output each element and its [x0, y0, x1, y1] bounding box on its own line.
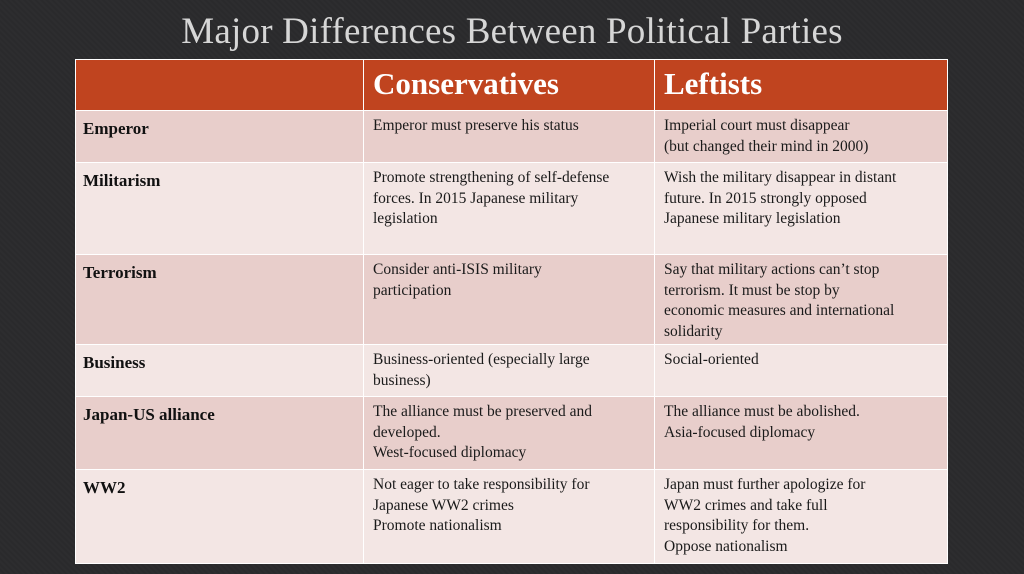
cell-line: West-focused diplomacy: [373, 444, 527, 461]
cell-line: economic measures and international: [664, 302, 895, 319]
conservatives-cell: Consider anti-ISIS military participatio…: [363, 254, 655, 345]
row-label: Japan-US alliance: [75, 396, 364, 470]
cell-line: Japan must further apologize for: [664, 476, 866, 493]
cell-line: Consider anti-ISIS military: [373, 261, 542, 278]
cell-line: future. In 2015 strongly opposed: [664, 189, 867, 207]
row-label: WW2: [75, 469, 364, 564]
cell-line: Wish the military disappear in distant: [664, 169, 897, 186]
header-empty-cell: [75, 59, 364, 111]
table-row-emperor: Emperor Emperor must preserve his status…: [75, 110, 948, 163]
cell-line: Imperial court must disappear: [664, 117, 850, 134]
cell-line: solidarity: [664, 322, 723, 340]
table-row-militarism: Militarism Promote strengthening of self…: [75, 162, 948, 255]
leftists-cell: Japan must further apologize for WW2 cri…: [654, 469, 948, 564]
cell-line: Oppose nationalism: [664, 537, 788, 555]
cell-line: forces. In 2015 Japanese military: [373, 189, 579, 207]
table-row-japan-us-alliance: Japan-US alliance The alliance must be p…: [75, 396, 948, 470]
cell-line: developed.: [373, 423, 441, 441]
cell-line: Say that military actions can’t stop: [664, 261, 880, 278]
cell-line: Japanese WW2 crimes: [373, 496, 514, 514]
cell-line: Emperor must preserve his status: [373, 117, 579, 134]
cell-line: Promote strengthening of self-defense: [373, 169, 610, 186]
header-conservatives: Conservatives: [363, 59, 655, 111]
cell-line: legislation: [373, 210, 438, 227]
cell-line: WW2 crimes and take full: [664, 496, 828, 514]
leftists-cell: Imperial court must disappear (but chang…: [654, 110, 948, 163]
leftists-cell: Social-oriented: [654, 344, 948, 397]
cell-line: responsibility for them.: [664, 517, 810, 534]
slide-title: Major Differences Between Political Part…: [181, 11, 843, 52]
conservatives-cell: Promote strengthening of self-defense fo…: [363, 162, 655, 255]
cell-line: Asia-focused diplomacy: [664, 423, 816, 441]
cell-line: The alliance must be preserved and: [373, 403, 593, 420]
table-header-row: Conservatives Leftists: [75, 59, 948, 111]
cell-line: Business-oriented (especially large: [373, 351, 590, 368]
row-label: Militarism: [75, 162, 364, 255]
cell-line: business): [373, 371, 431, 389]
conservatives-cell: Emperor must preserve his status: [363, 110, 655, 163]
cell-line: Promote nationalism: [373, 517, 502, 534]
table-row-terrorism: Terrorism Consider anti-ISIS military pa…: [75, 254, 948, 345]
cell-line: (but changed their mind in 2000): [664, 137, 869, 155]
row-label: Terrorism: [75, 254, 364, 345]
conservatives-cell: The alliance must be preserved and devel…: [363, 396, 655, 470]
table-row-business: Business Business-oriented (especially l…: [75, 344, 948, 397]
cell-line: Social-oriented: [664, 351, 759, 368]
table-row-ww2: WW2 Not eager to take responsibility for…: [75, 469, 948, 564]
conservatives-cell: Business-oriented (especially large busi…: [363, 344, 655, 397]
row-label: Emperor: [75, 110, 364, 163]
leftists-cell: Say that military actions can’t stop ter…: [654, 254, 948, 345]
comparison-table: Conservatives Leftists Emperor Emperor m…: [75, 59, 948, 564]
cell-line: terrorism. It must be stop by: [664, 281, 840, 299]
cell-line: participation: [373, 281, 452, 299]
cell-line: Japanese military legislation: [664, 210, 841, 227]
row-label: Business: [75, 344, 364, 397]
conservatives-cell: Not eager to take responsibility for Jap…: [363, 469, 655, 564]
leftists-cell: The alliance must be abolished. Asia-foc…: [654, 396, 948, 470]
leftists-cell: Wish the military disappear in distant f…: [654, 162, 948, 255]
cell-line: The alliance must be abolished.: [664, 403, 860, 420]
header-leftists: Leftists: [654, 59, 948, 111]
cell-line: Not eager to take responsibility for: [373, 476, 590, 493]
